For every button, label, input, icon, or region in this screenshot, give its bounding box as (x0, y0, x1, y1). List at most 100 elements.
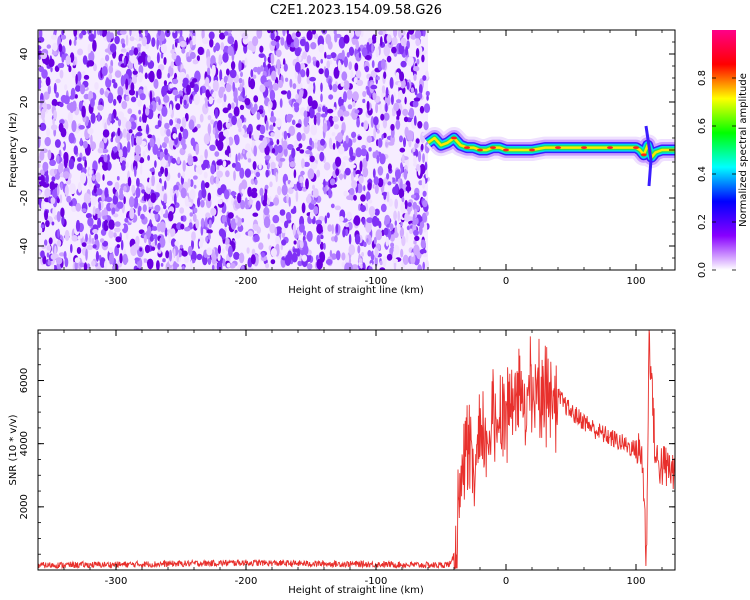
spectrogram-noise-cell (397, 211, 400, 222)
spectrogram-noise-cell (182, 117, 187, 128)
spectrogram-noise-cell (293, 206, 296, 214)
spectrogram-noise-cell (140, 93, 146, 100)
spectrogram-noise-cell (70, 244, 73, 253)
spectrogram-noise-cell (104, 260, 107, 270)
spectrogram-noise-cell (367, 182, 371, 190)
spectrogram-noise-cell (65, 185, 69, 197)
spectrogram-noise-cell (413, 202, 418, 210)
spectrogram-noise-cell (360, 108, 363, 114)
spectrogram-noise-cell (134, 166, 137, 177)
spectrogram-noise-cell (55, 79, 60, 83)
spectrogram-noise-cell (340, 116, 344, 121)
spectrogram-noise-cell (270, 132, 274, 137)
spectrogram-noise-cell (111, 132, 114, 139)
spectrogram-noise-cell (270, 162, 275, 169)
spectrogram-noise-cell (395, 220, 397, 226)
spectrogram-noise-cell (280, 158, 286, 162)
spectrogram-noise-cell (193, 59, 199, 64)
spectrogram-noise-cell (233, 252, 240, 260)
spectrogram-noise-cell (294, 169, 297, 178)
spectrogram-noise-cell (169, 119, 173, 126)
spectrogram-noise-cell (144, 192, 147, 202)
spectrogram-noise-cell (72, 69, 76, 79)
spectrogram-noise-cell (127, 108, 132, 114)
spectrogram-noise-cell (60, 194, 63, 203)
spectrogram-noise-cell (274, 129, 280, 140)
spectrogram-noise-cell (196, 165, 202, 173)
spectrogram-noise-cell (129, 196, 135, 207)
spectrogram-noise-cell (294, 140, 298, 148)
spectrogram-noise-cell (96, 172, 101, 182)
spectrogram-noise-cell (173, 263, 180, 268)
spectrogram-noise-cell (393, 211, 397, 221)
spectrogram-noise-cell (230, 69, 237, 78)
spectrogram-signal-peak (555, 146, 561, 149)
spectrogram-noise-cell (425, 260, 429, 271)
spectrogram-noise-cell (400, 148, 406, 153)
spectrogram-noise-cell (224, 31, 229, 36)
spectrogram-noise-cell (143, 204, 147, 212)
spectrogram-noise-cell (269, 181, 272, 187)
spectrogram-noise-cell (273, 83, 279, 91)
spectrogram-noise-cell (208, 123, 212, 134)
spectrogram-noise-cell (299, 55, 302, 61)
spectrogram-noise-cell (232, 82, 235, 92)
spectrogram-noise-cell (164, 148, 168, 155)
spectrogram-noise-cell (96, 188, 103, 195)
spectrogram-noise-cell (182, 251, 188, 257)
spectrogram-noise-cell (318, 107, 322, 113)
spectrogram-noise-cell (69, 183, 76, 194)
spectrogram-noise-cell (271, 248, 277, 257)
spectrogram-noise-cell (401, 61, 407, 68)
spectrogram-noise-cell (296, 191, 299, 202)
snr-ylabel: SNR (10 * v/v) (8, 414, 19, 485)
spectrogram-noise-cell (115, 236, 121, 242)
spectrogram-noise-cell (398, 29, 402, 38)
spectrogram-noise-cell (361, 252, 364, 257)
spectrogram-noise-cell (248, 158, 252, 162)
spectrogram-noise-cell (287, 114, 293, 119)
spectrogram-xtick-label: -300 (105, 276, 128, 287)
spectrogram-noise-cell (381, 204, 387, 212)
spectrogram-noise-cell (65, 55, 71, 65)
spectrogram-noise-cell (251, 107, 256, 114)
spectrogram-noise-cell (215, 132, 219, 139)
spectrogram-noise-cell (82, 242, 87, 247)
spectrogram-noise-cell (81, 106, 86, 118)
spectrogram-noise-cell (259, 144, 263, 151)
spectrogram-noise-cell (119, 149, 123, 158)
spectrogram-noise-cell (172, 79, 178, 85)
spectrogram-noise-cell (339, 216, 344, 222)
spectrogram-noise-cell (47, 253, 49, 258)
spectrogram-noise-cell (264, 82, 270, 87)
spectrogram-noise-cell (368, 199, 373, 203)
spectrogram-noise-cell (166, 129, 171, 137)
spectrogram-noise-cell (372, 60, 375, 68)
spectrogram-noise-cell (173, 133, 177, 139)
spectrogram-noise-cell (326, 259, 333, 265)
spectrogram-noise-cell (409, 108, 414, 119)
spectrogram-noise-cell (413, 230, 419, 236)
spectrogram-noise-cell (319, 68, 324, 74)
spectrogram-noise-cell (289, 197, 291, 207)
spectrogram-noise-cell (258, 242, 263, 249)
snr-panel: -300 -200 -100 0 100200040006000 Height of s… (8, 330, 675, 596)
spectrogram-noise-cell (355, 26, 361, 37)
spectrogram-noise-cell (83, 141, 88, 149)
spectrogram-noise-cell (82, 208, 87, 212)
spectrogram-noise-cell (42, 162, 48, 172)
spectrogram-noise-cell (206, 247, 212, 255)
spectrogram-noise-cell (315, 139, 318, 143)
spectrogram-signal-peak (641, 153, 647, 156)
spectrogram-noise-cell (238, 128, 241, 132)
spectrogram-noise-cell (160, 166, 164, 174)
spectrogram-noise-cell (91, 113, 96, 124)
spectrogram-noise-cell (226, 69, 230, 76)
spectrogram-noise-cell (190, 40, 193, 48)
spectrogram-noise-cell (123, 254, 128, 265)
spectrogram-noise-cell (424, 103, 430, 113)
spectrogram-noise-cell (196, 124, 200, 129)
spectrogram-noise-cell (51, 35, 57, 40)
spectrogram-noise-cell (241, 265, 245, 274)
spectrogram-noise-cell (414, 116, 417, 126)
